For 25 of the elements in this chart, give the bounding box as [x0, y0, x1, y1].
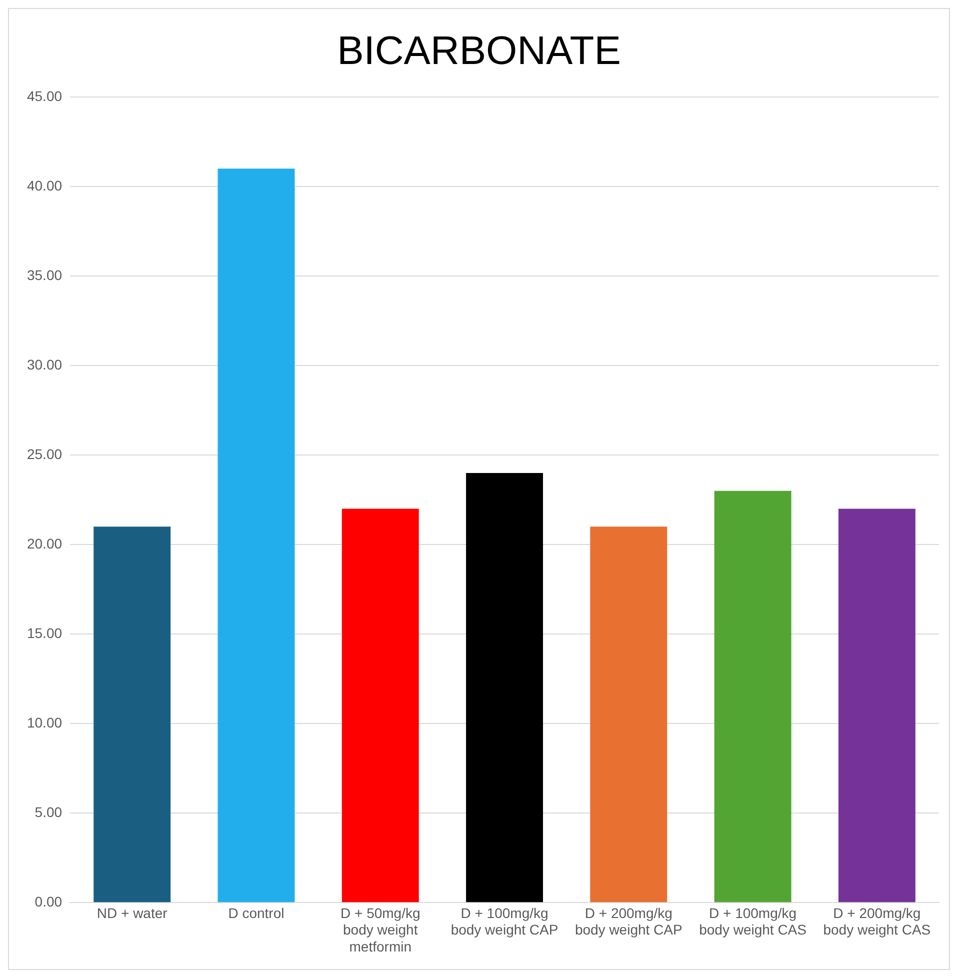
x-tick-label: D control	[228, 904, 284, 921]
x-tick-label: ND + water	[96, 904, 168, 921]
y-tick-label: 20.00	[26, 535, 62, 552]
bar	[218, 168, 295, 902]
bar	[590, 526, 668, 902]
bar	[466, 472, 543, 902]
x-tick-label: D + 200mg/kg body weight CAS	[823, 904, 931, 938]
bar	[94, 526, 171, 902]
x-tick-label: D + 50mg/kg body weight metformin	[340, 904, 420, 954]
bar	[342, 508, 419, 902]
y-tick-label: 0.00	[34, 893, 62, 910]
bar	[838, 508, 916, 902]
y-tick-label: 30.00	[26, 356, 62, 372]
y-tick-label: 45.00	[26, 88, 62, 104]
x-tick-label: D + 200mg/kg body weight CAP	[574, 904, 682, 938]
x-tick-label: D + 100mg/kg body weight CAP	[450, 904, 558, 938]
chart-title: BICARBONATE	[337, 29, 621, 74]
y-tick-label: 5.00	[34, 804, 62, 820]
y-tick-label: 40.00	[26, 177, 62, 194]
x-tick-label: D + 100mg/kg body weight CAS	[699, 904, 806, 938]
y-tick-label: 25.00	[26, 446, 62, 462]
y-tick-label: 15.00	[26, 624, 62, 641]
bar	[714, 490, 792, 902]
y-tick-label: 35.00	[26, 266, 62, 283]
y-tick-label: 10.00	[26, 714, 62, 730]
